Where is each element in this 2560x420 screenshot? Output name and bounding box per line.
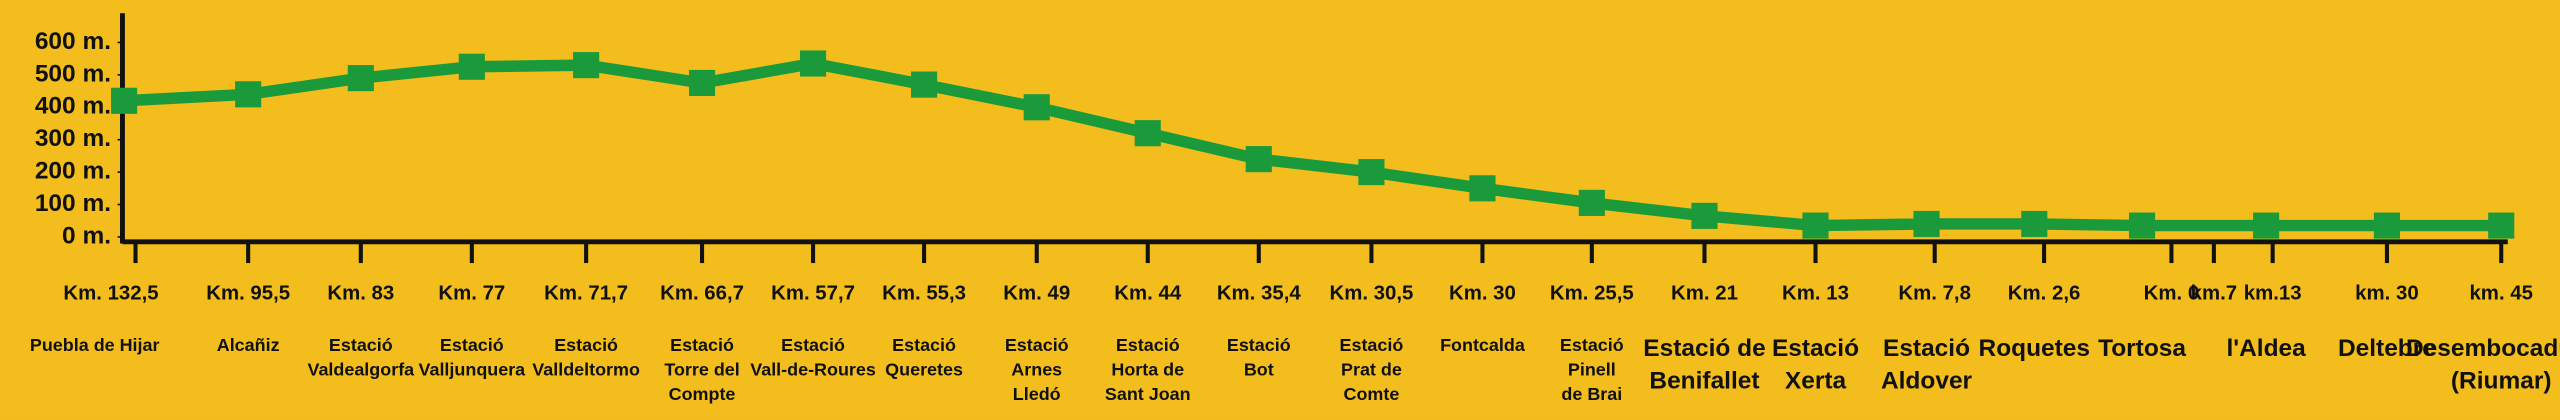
place-label: Estació <box>1227 335 1291 355</box>
place-label: Torre del <box>664 360 739 380</box>
point-marker <box>1913 210 1940 238</box>
place-label: Arnes <box>1011 360 1062 380</box>
place-label: Deltebre <box>2338 335 2436 362</box>
km-label: Km. 71,7 <box>544 282 628 304</box>
km-label: Km. 132,5 <box>63 282 158 304</box>
place-label: Estació <box>329 335 393 355</box>
km-label: Km. 21 <box>1671 282 1738 304</box>
km-label: Km. 35,4 <box>1217 282 1302 304</box>
point-marker <box>2128 212 2156 239</box>
km-label: Km. 66,7 <box>660 282 744 304</box>
place-label: Valldeltormo <box>532 360 640 380</box>
km-label: Km. 0 <box>2144 282 2200 304</box>
point-marker <box>1023 94 1050 121</box>
y-tick-label: 100 m. <box>35 190 111 217</box>
place-label: Tortosa <box>2098 335 2186 362</box>
place-label: Valdealgorfa <box>307 360 415 380</box>
place-label: Desembocadura <box>2406 335 2560 362</box>
place-label: Estació <box>892 335 956 355</box>
km-label: km.13 <box>2244 282 2302 304</box>
place-label: Estació <box>1772 335 1859 362</box>
place-label: Comte <box>1344 384 1400 404</box>
km-label: Km. 57,7 <box>771 282 855 304</box>
place-label: Compte <box>669 384 736 404</box>
place-label: Horta de <box>1111 360 1184 380</box>
place-label: Estació <box>1005 335 1069 355</box>
place-label: Bot <box>1244 360 1274 380</box>
km-label: Km. 7,8 <box>1898 282 1971 304</box>
place-label: Roquetes <box>1979 335 2090 362</box>
place-label: Fontcalda <box>1440 335 1526 355</box>
place-label: Estació <box>1340 335 1404 355</box>
point-marker <box>2021 210 2048 238</box>
place-label: Estació de <box>1643 335 1765 362</box>
place-label: Sant Joan <box>1105 384 1191 404</box>
place-label: Valljunquera <box>419 360 527 380</box>
point-marker <box>1802 212 1829 239</box>
km-label: Km. 95,5 <box>206 282 290 304</box>
km-label: km. 45 <box>2469 282 2532 304</box>
point-marker <box>347 65 374 92</box>
y-tick-label: 300 m. <box>35 125 111 152</box>
km-label: km.7 <box>2191 282 2237 304</box>
point-marker <box>1134 120 1161 147</box>
km-label: Km. 30 <box>1449 282 1516 304</box>
point-marker <box>1578 189 1605 216</box>
km-label: Km. 25,5 <box>1550 282 1634 304</box>
km-label: Km. 55,3 <box>882 282 966 304</box>
profile-line <box>123 57 2502 232</box>
place-label: l'Aldea <box>2226 335 2306 362</box>
place-label: Vall-de-Roures <box>750 360 876 380</box>
place-label: Estació <box>1560 335 1624 355</box>
place-label: Alcañiz <box>217 335 280 355</box>
point-marker <box>688 69 716 97</box>
y-tick-label: 500 m. <box>35 60 111 87</box>
y-tick-label: 400 m. <box>35 93 111 120</box>
place-label: Estació <box>554 335 618 355</box>
place-label: (Riumar) <box>2451 368 2552 395</box>
point-marker <box>235 81 262 108</box>
place-label: Benifallet <box>1649 368 1759 395</box>
km-label: Km. 2,6 <box>2008 282 2081 304</box>
place-label: Estació <box>1883 335 1970 362</box>
point-marker <box>458 53 485 80</box>
point-marker <box>573 52 600 79</box>
place-label: Queretes <box>885 360 963 380</box>
point-marker <box>800 50 827 77</box>
km-label: Km. 83 <box>327 282 394 304</box>
point-marker <box>1245 146 1272 173</box>
y-tick-label: 0 m. <box>62 222 111 249</box>
y-tick-label: 200 m. <box>35 158 111 185</box>
place-label: Estació <box>440 335 504 355</box>
place-label: Estació <box>670 335 734 355</box>
point-marker <box>111 87 138 114</box>
place-label: Lledó <box>1013 384 1061 404</box>
point-marker <box>1691 202 1718 229</box>
point-marker <box>1358 159 1385 186</box>
km-label: Km. 49 <box>1003 282 1070 304</box>
point-marker <box>2488 212 2515 239</box>
place-label: Puebla de Hijar <box>30 335 160 355</box>
km-label: Km. 30,5 <box>1329 282 1413 304</box>
point-marker <box>2373 212 2400 239</box>
place-label: Estació <box>781 335 845 355</box>
place-label: Pinell <box>1568 360 1616 380</box>
place-label: Prat de <box>1341 360 1402 380</box>
km-label: km. 30 <box>2355 282 2418 304</box>
km-label: Km. 44 <box>1114 282 1182 304</box>
place-label: Estació <box>1116 335 1180 355</box>
km-label: Km. 77 <box>438 282 505 304</box>
place-label: Xerta <box>1785 368 1847 395</box>
point-marker <box>2253 212 2280 239</box>
point-marker <box>1469 175 1496 202</box>
place-label: de Brai <box>1561 384 1622 404</box>
place-label: Aldover <box>1881 368 1973 395</box>
point-marker <box>911 71 938 98</box>
km-label: Km. 13 <box>1782 282 1849 304</box>
y-tick-label: 600 m. <box>35 28 111 55</box>
